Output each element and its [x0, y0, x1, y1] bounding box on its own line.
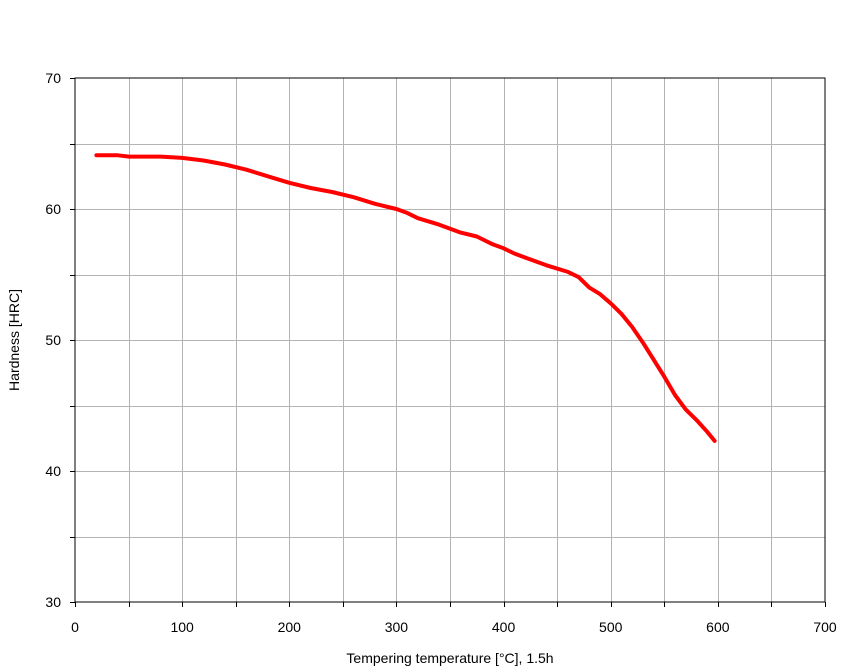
y-tick-label: 40: [45, 463, 61, 479]
series-layer: [94, 153, 717, 443]
grid-lines: [75, 78, 825, 602]
x-tick-label: 700: [813, 619, 837, 635]
x-tick-label: 200: [278, 619, 302, 635]
x-axis-title: Tempering temperature [°C], 1.5h: [346, 650, 553, 666]
y-tick-label: 50: [45, 332, 61, 348]
y-axis-title: Hardness [HRC]: [6, 289, 22, 391]
x-tick-label: 600: [706, 619, 730, 635]
x-tick-label: 100: [170, 619, 194, 635]
x-tick-labels: 0 100 200 300 400 500 600 700: [71, 619, 837, 635]
y-tick-label: 30: [45, 594, 61, 610]
y-tick-label: 60: [45, 201, 61, 217]
y-tick-label: 70: [45, 70, 61, 86]
x-tick-label: 400: [492, 619, 516, 635]
axis-ticks: [70, 78, 826, 607]
y-tick-labels: 30 40 50 60 70: [45, 70, 61, 610]
x-tick-label: 0: [71, 619, 79, 635]
hardness-series-line: [94, 153, 717, 443]
x-tick-label: 500: [599, 619, 623, 635]
x-tick-label: 300: [385, 619, 409, 635]
